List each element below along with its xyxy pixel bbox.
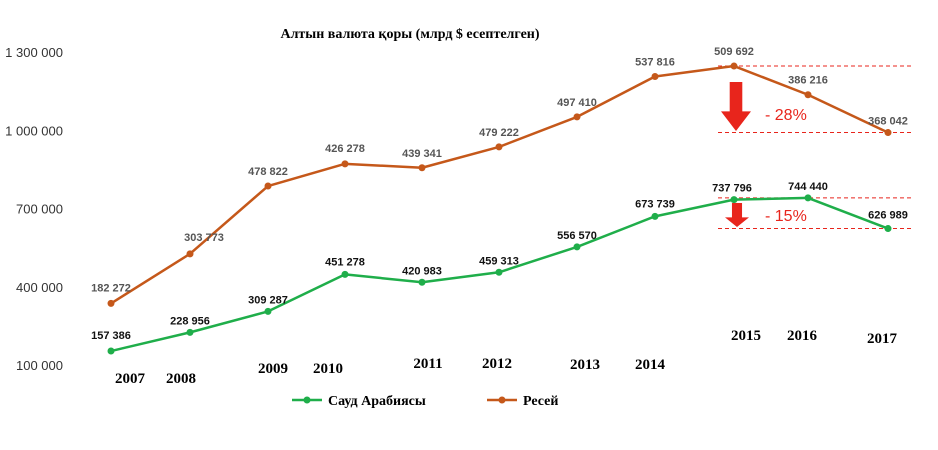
y-tick-label: 700 000 — [16, 202, 63, 217]
x-axis: 2007 2008 2009 2010 2011 2012 2013 2014 2015 2016… — [115, 328, 898, 387]
data-point — [573, 113, 581, 121]
data-label: 182 272 — [91, 282, 131, 294]
legend-label: Сауд Арабиясы — [328, 394, 426, 409]
data-label: 386 216 — [788, 75, 828, 87]
data-point — [495, 268, 503, 276]
data-label: 626 989 — [868, 210, 908, 222]
x-tick-label: 2015 — [731, 328, 761, 344]
data-point — [804, 91, 812, 99]
annotations: - 28% - 15% — [718, 65, 912, 230]
data-point — [418, 278, 426, 286]
data-label: 744 440 — [788, 181, 828, 193]
data-point — [264, 182, 272, 190]
data-point — [730, 62, 738, 70]
data-point — [107, 347, 115, 355]
data-label: 303 773 — [184, 232, 224, 244]
data-label: 439 341 — [402, 148, 442, 160]
data-label: 309 287 — [248, 294, 288, 306]
data-point — [573, 243, 581, 251]
x-tick-label: 2008 — [166, 371, 196, 387]
data-label: 673 739 — [635, 198, 675, 210]
data-point — [730, 196, 738, 204]
data-label: 228 956 — [170, 315, 210, 327]
data-point — [651, 212, 659, 220]
chart-title: Алтын валюта қоры (млрд $ есептелген) — [280, 27, 539, 42]
x-tick-label: 2016 — [787, 328, 818, 344]
data-point — [804, 194, 812, 202]
data-point — [884, 129, 892, 137]
data-label: 737 796 — [712, 183, 752, 195]
x-tick-label: 2017 — [867, 331, 898, 347]
data-point — [884, 225, 892, 233]
data-point — [341, 160, 349, 168]
data-label: 497 410 — [557, 97, 597, 109]
legend-marker — [303, 396, 311, 404]
data-label: 368 042 — [868, 116, 908, 128]
data-point — [107, 299, 115, 307]
data-label: 537 816 — [635, 56, 675, 68]
data-label: 478 822 — [248, 166, 288, 178]
data-label: 426 278 — [325, 143, 365, 155]
series-saudi-arabia: 157 386 228 956 309 287 451 278 420 983 459 3… — [91, 181, 908, 355]
x-tick-label: 2011 — [413, 356, 442, 372]
data-point — [495, 143, 503, 151]
legend-item-saudi-arabia: Сауд Арабиясы — [292, 394, 426, 409]
data-label: 451 278 — [325, 256, 365, 268]
data-point — [341, 270, 349, 278]
y-tick-label: 400 000 — [16, 280, 63, 295]
data-label: 509 692 — [714, 46, 754, 58]
legend-label: Ресей — [523, 394, 558, 409]
y-tick-label: 1 000 000 — [5, 123, 63, 138]
y-tick-label: 1 300 000 — [5, 45, 63, 60]
x-tick-label: 2013 — [570, 357, 600, 373]
saudi-decline-arrow — [725, 203, 749, 227]
x-tick-label: 2007 — [115, 371, 146, 387]
series-russia: 182 272 303 773 478 822 426 278 439 341 479 2… — [91, 46, 908, 307]
x-tick-label: 2010 — [313, 361, 343, 377]
y-tick-label: 100 000 — [16, 358, 63, 373]
series-layer: 157 386 228 956 309 287 451 278 420 983 459 3… — [91, 46, 908, 355]
x-tick-label: 2014 — [635, 357, 666, 373]
annotation-label: - 28% — [765, 107, 807, 124]
data-label: 420 983 — [402, 265, 442, 277]
legend-marker — [498, 396, 506, 404]
x-tick-label: 2012 — [482, 356, 512, 372]
data-point — [186, 250, 194, 258]
data-point — [264, 307, 272, 315]
data-point — [651, 72, 659, 80]
series-line — [110, 64, 889, 305]
data-label: 157 386 — [91, 330, 131, 342]
data-point — [418, 164, 426, 172]
data-point — [186, 328, 194, 336]
legend-item-russia: Ресей — [487, 394, 558, 409]
annotation-label: - 15% — [765, 208, 807, 225]
russia-decline-arrow — [721, 82, 751, 131]
data-label: 479 222 — [479, 127, 519, 139]
y-axis: 100 000 400 000 700 000 1 000 000 1 300 000 — [5, 45, 63, 373]
data-label: 459 313 — [479, 255, 519, 267]
x-tick-label: 2009 — [258, 361, 288, 377]
legend: Сауд Арабиясы Ресей — [292, 394, 558, 409]
data-label: 556 570 — [557, 230, 597, 242]
